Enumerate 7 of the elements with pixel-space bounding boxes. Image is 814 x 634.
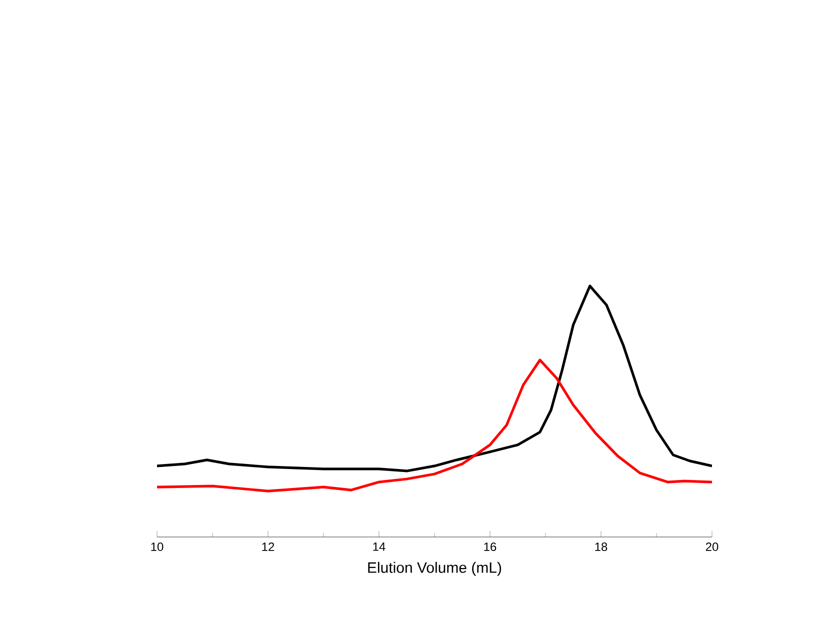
x-tick-label: 20 xyxy=(706,542,718,552)
x-tick-label: 18 xyxy=(595,542,608,552)
x-tick-label: 16 xyxy=(484,542,496,552)
x-tick-label: 10 xyxy=(151,542,164,552)
x-tick-label: 12 xyxy=(262,542,274,551)
x-tick-label: 14 xyxy=(373,542,386,551)
x-axis-title: Elution Volume (mL) xyxy=(368,562,502,576)
